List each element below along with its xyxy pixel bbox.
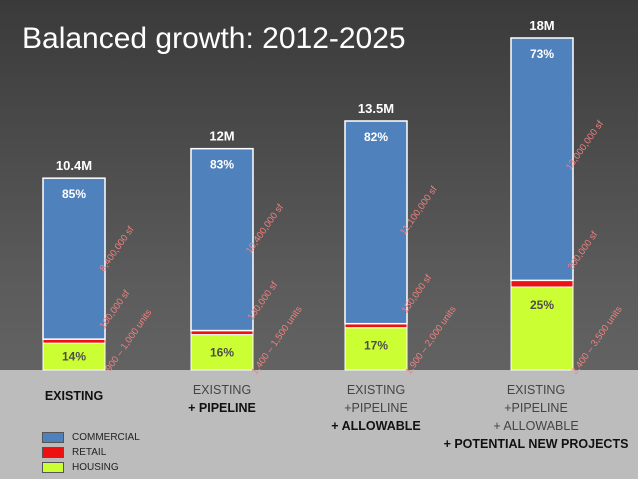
category-label-line: EXISTING	[44, 389, 104, 403]
housing-units-label: 1,900 – 2,000 units	[403, 304, 459, 377]
category-label-line: + ALLOWABLE	[493, 419, 579, 433]
category-label: EXISTING +PIPELINE + ALLOWABLE + POTENTIAL …	[436, 381, 636, 453]
legend-item-commercial: COMMERCIAL	[42, 430, 140, 445]
category-label-line: EXISTING	[192, 383, 252, 397]
bar-total-label: 18M	[529, 18, 554, 33]
bar-segment-housing	[510, 286, 574, 371]
category-label-line: EXISTING	[506, 383, 566, 397]
housing-percent-label: 25%	[530, 298, 554, 312]
housing-units-label: 3,400 – 3,500 units	[569, 304, 625, 377]
bar-total-label: 10.4M	[56, 158, 92, 173]
bar-total-label: 12M	[209, 129, 234, 144]
category-label-line: + POTENTIAL NEW PROJECTS	[443, 437, 629, 451]
commercial-percent-label: 73%	[530, 47, 554, 61]
commercial-percent-label: 85%	[62, 187, 86, 201]
housing-percent-label: 17%	[364, 339, 388, 353]
category-label-line: +PIPELINE	[344, 401, 408, 415]
legend-swatch-retail	[42, 447, 64, 458]
bar-segment-housing	[190, 334, 254, 371]
legend-swatch-housing	[42, 462, 64, 473]
legend-item-housing: HOUSING	[42, 460, 140, 475]
category-label: EXISTING + PIPELINE	[147, 381, 297, 417]
category-label: EXISTING +PIPELINE + ALLOWABLE	[301, 381, 451, 435]
bar-total-label: 13.5M	[358, 101, 394, 116]
legend: COMMERCIAL RETAIL HOUSING	[42, 430, 140, 475]
legend-label-retail: RETAIL	[72, 447, 107, 458]
legend-swatch-commercial	[42, 432, 64, 443]
housing-percent-label: 16%	[210, 346, 234, 360]
chart-title: Balanced growth: 2012-2025	[22, 22, 406, 55]
category-label-line: +PIPELINE	[504, 401, 568, 415]
legend-item-retail: RETAIL	[42, 445, 140, 460]
commercial-percent-label: 82%	[364, 130, 388, 144]
category-label-line: + PIPELINE	[188, 401, 256, 415]
commercial-percent-label: 83%	[210, 158, 234, 172]
category-band	[0, 370, 638, 479]
housing-percent-label: 14%	[62, 350, 86, 364]
category-label-line: + ALLOWABLE	[331, 419, 421, 433]
bar-segment-housing	[344, 327, 408, 371]
bar-segment-housing	[42, 342, 106, 371]
category-label: EXISTING	[0, 387, 149, 405]
bar-segment-commercial	[510, 37, 574, 282]
bar-segment-retail	[510, 279, 574, 288]
legend-label-housing: HOUSING	[72, 462, 119, 473]
bar-segment-commercial	[42, 177, 106, 340]
category-label-line: EXISTING	[346, 383, 406, 397]
legend-label-commercial: COMMERCIAL	[72, 432, 140, 443]
bar-segment-commercial	[344, 120, 408, 325]
bar-segment-commercial	[190, 147, 254, 332]
